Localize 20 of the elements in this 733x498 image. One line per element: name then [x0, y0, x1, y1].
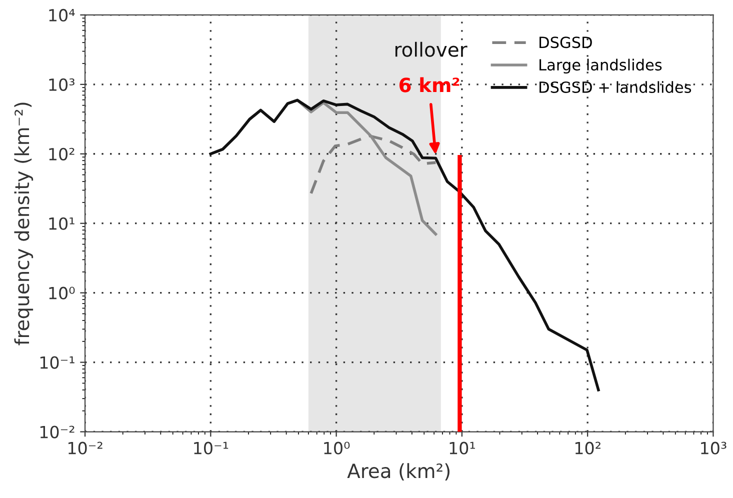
y-tick-label: 10³ — [49, 78, 74, 91]
legend-label: DSGSD — [540, 36, 592, 48]
x-tick-label: 10² — [575, 442, 600, 454]
y-tick-label: 10⁰ — [49, 286, 75, 300]
x-tick-label: 10⁻¹ — [194, 442, 228, 454]
annotation: rollover — [395, 42, 468, 57]
x-tick-label: 10³ — [701, 442, 726, 454]
y-tick-label: 10⁻² — [40, 426, 74, 438]
x-tick-label: 10⁻² — [68, 442, 102, 454]
legend-label: Large landslides — [540, 58, 662, 74]
y-tick-label: 10¹ — [49, 217, 74, 230]
y-tick-label: 10⁻¹ — [40, 356, 74, 369]
y-axis-title: frequency density (km⁻²) — [14, 102, 34, 346]
x-axis-title: Area (km²) — [347, 463, 450, 481]
x-tick-label: 10⁰ — [324, 442, 350, 454]
x-tick-label: 10¹ — [450, 442, 475, 454]
y-tick-label: 10² — [49, 148, 74, 160]
legend-label: DSGSD + landslides — [540, 81, 692, 94]
y-tick-label: 10⁴ — [49, 8, 75, 22]
annotation: 6 km² — [399, 77, 460, 92]
